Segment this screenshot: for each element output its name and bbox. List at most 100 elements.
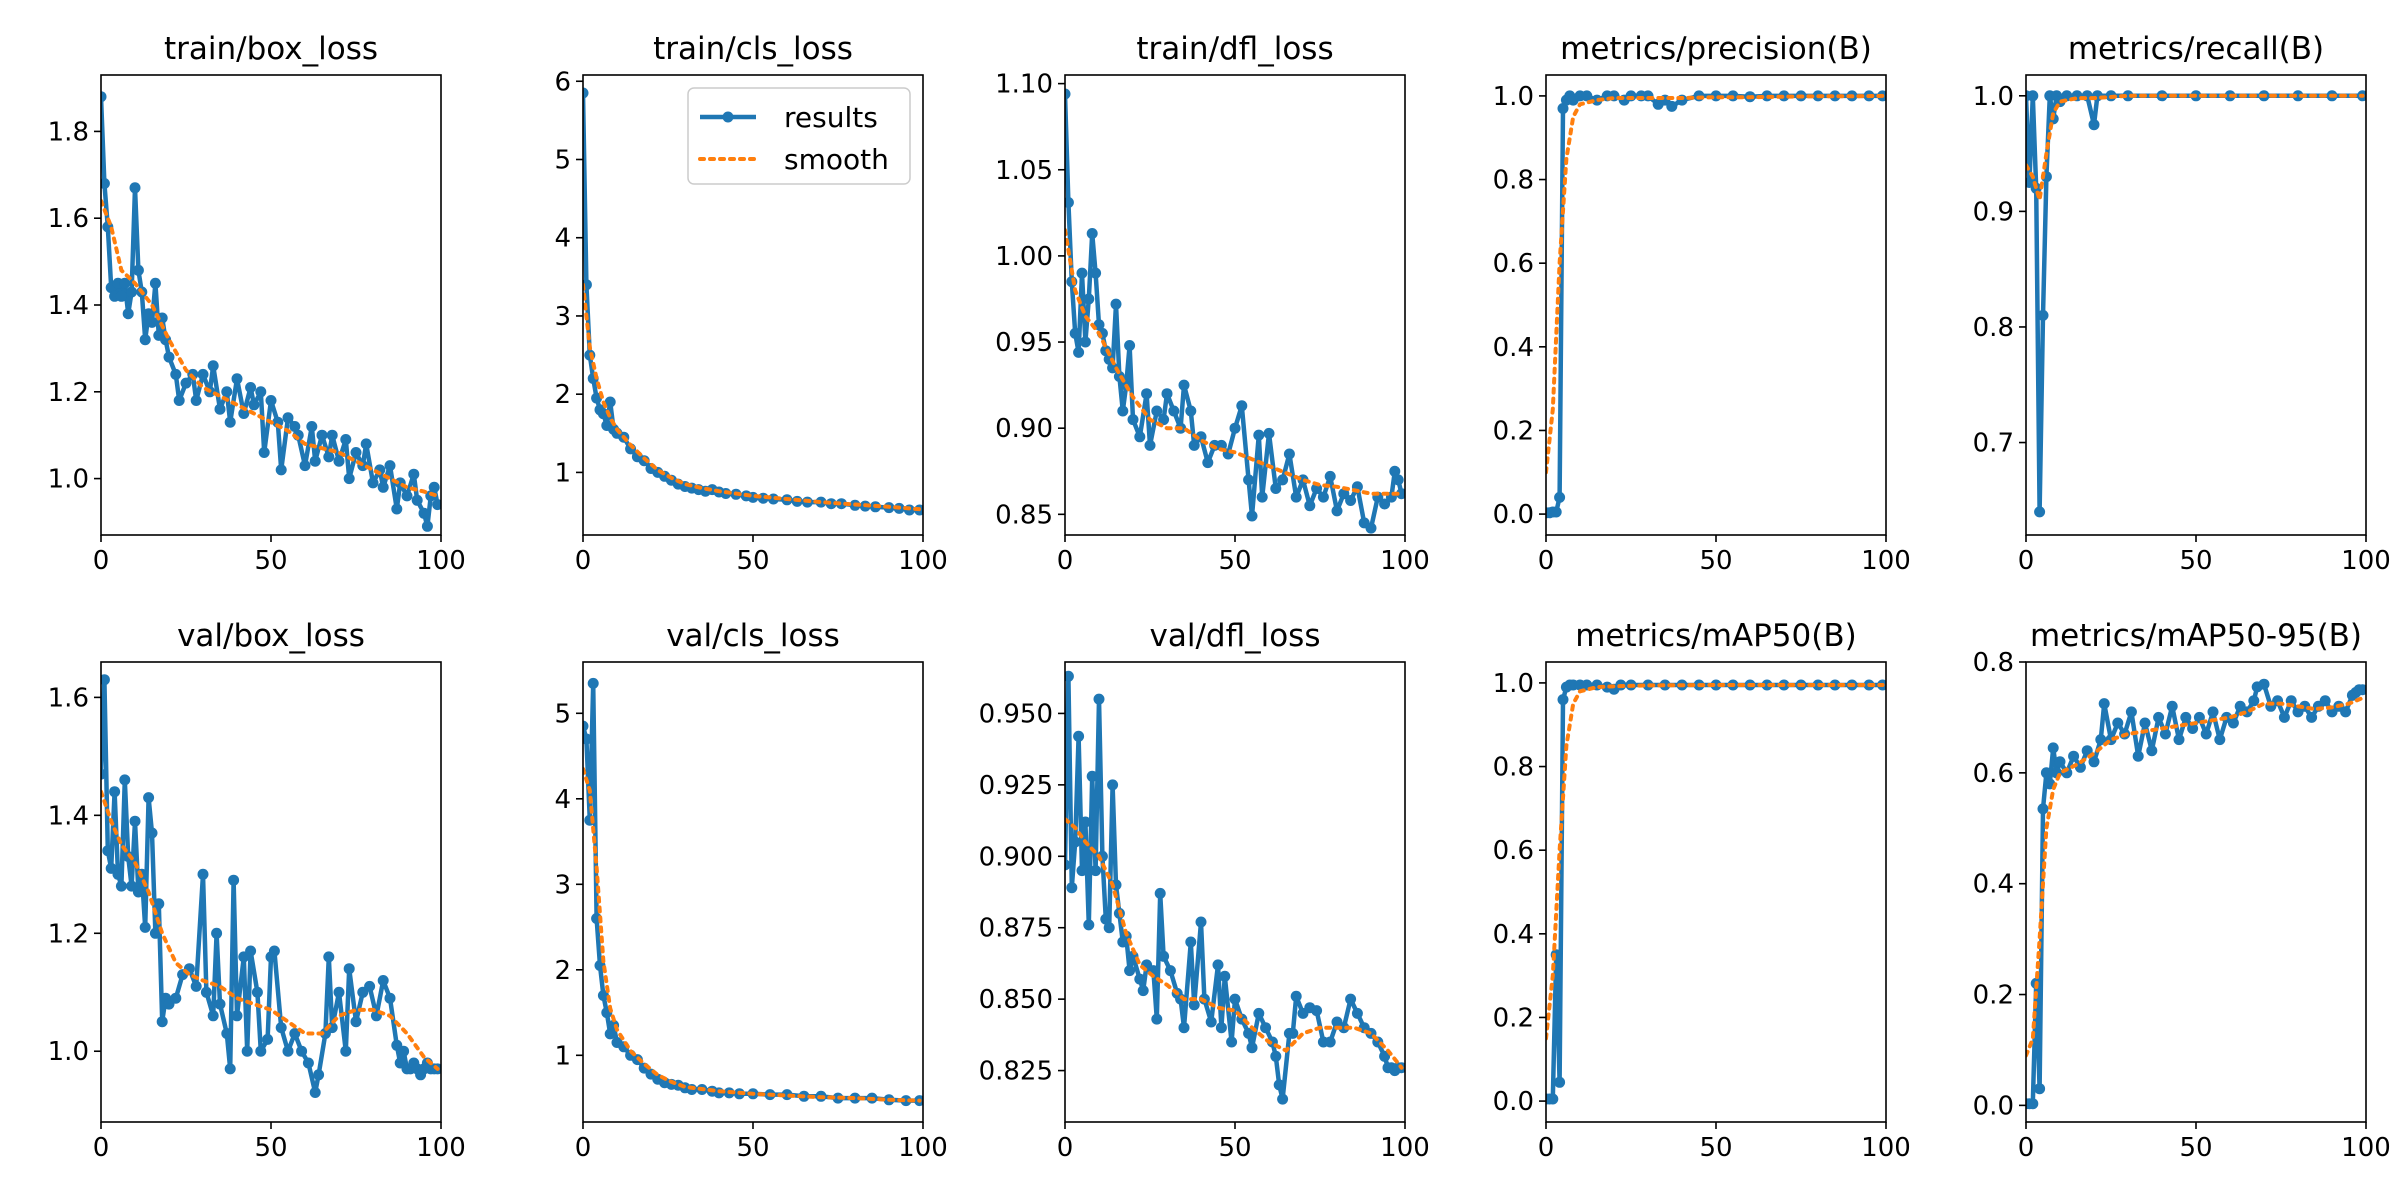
results-point bbox=[2047, 742, 2059, 754]
results-point bbox=[1168, 405, 1180, 417]
x-tick-label: 100 bbox=[898, 1133, 948, 1163]
series-group bbox=[101, 91, 441, 532]
results-point bbox=[211, 927, 223, 939]
x-tick-label: 100 bbox=[1380, 1133, 1430, 1163]
results-point bbox=[156, 312, 168, 324]
x-tick-label: 50 bbox=[254, 546, 287, 576]
results-point bbox=[1195, 916, 1207, 928]
y-tick-label: 1.10 bbox=[995, 70, 1053, 100]
results-point bbox=[1093, 693, 1105, 705]
results-point bbox=[163, 351, 175, 363]
smooth-line bbox=[583, 282, 922, 512]
results-point bbox=[1178, 379, 1190, 391]
results-point bbox=[1345, 495, 1357, 506]
axes-frame bbox=[1545, 661, 1887, 1123]
results-point bbox=[2027, 90, 2039, 102]
results-point bbox=[2207, 706, 2219, 718]
results-point bbox=[340, 434, 352, 445]
y-tick-label: 0.8 bbox=[1493, 753, 1534, 783]
results-point bbox=[228, 874, 240, 886]
series-group bbox=[2026, 90, 2366, 518]
y-tick-label: 1.2 bbox=[48, 378, 89, 408]
smooth-line bbox=[101, 789, 440, 1071]
y-tick-label: 0.9 bbox=[1973, 197, 2014, 227]
results-point bbox=[289, 1028, 301, 1039]
results-point bbox=[101, 674, 110, 686]
results-point bbox=[360, 438, 372, 450]
results-point bbox=[1550, 506, 1562, 518]
results-point bbox=[323, 951, 335, 963]
results-point bbox=[2088, 119, 2100, 131]
y-tick-label: 0.4 bbox=[1493, 920, 1534, 950]
results-point bbox=[2098, 698, 2110, 710]
results-point bbox=[1710, 679, 1722, 691]
subplot-title: val/box_loss bbox=[177, 618, 365, 654]
results-point bbox=[2214, 734, 2226, 746]
results-point bbox=[1338, 488, 1350, 500]
series-group bbox=[101, 674, 441, 1098]
y-tick-label: 0.0 bbox=[1973, 1091, 2014, 1121]
y-tick-label: 0.850 bbox=[979, 985, 1053, 1015]
results-point bbox=[2187, 723, 2199, 734]
results-point bbox=[309, 455, 321, 467]
y-tick-label: 3 bbox=[554, 870, 571, 900]
y-tick-label: 5 bbox=[554, 699, 571, 729]
results-point bbox=[1124, 965, 1136, 977]
results-point bbox=[156, 1016, 168, 1028]
results-point bbox=[1212, 959, 1224, 971]
x-tick-label: 0 bbox=[1538, 1133, 1555, 1163]
results-point bbox=[1829, 90, 1841, 102]
y-tick-label: 1.6 bbox=[48, 204, 89, 234]
results-point bbox=[1137, 985, 1149, 997]
smooth-line bbox=[101, 198, 440, 498]
results-point bbox=[1287, 1027, 1299, 1039]
results-point bbox=[1107, 779, 1119, 791]
results-point bbox=[1260, 1022, 1272, 1034]
results-point bbox=[1178, 1022, 1190, 1034]
y-tick-label: 6 bbox=[554, 67, 571, 97]
results-point bbox=[587, 677, 599, 689]
y-tick-label: 2 bbox=[554, 956, 571, 986]
results-point bbox=[1215, 1022, 1227, 1034]
y-tick-label: 0.8 bbox=[1973, 313, 2014, 343]
results-point bbox=[1110, 298, 1122, 310]
results-point bbox=[1256, 491, 1268, 503]
results-line bbox=[1546, 93, 1883, 516]
subplot-metrics-precision-b: metrics/precision(B) 0 50 100 0.0 0.2 0.4 0.6 0.… bbox=[1493, 31, 1911, 576]
results-point bbox=[384, 992, 396, 1004]
results-point bbox=[248, 399, 260, 411]
results-point bbox=[900, 1095, 912, 1107]
results-point bbox=[1117, 405, 1129, 417]
results-point bbox=[1069, 836, 1081, 848]
subplot-title: metrics/mAP50(B) bbox=[1575, 618, 1856, 654]
results-point bbox=[122, 308, 134, 320]
results-point bbox=[2037, 309, 2049, 321]
results-point bbox=[1263, 427, 1275, 439]
results-point bbox=[401, 490, 413, 502]
results-point bbox=[1158, 414, 1170, 426]
x-tick-label: 50 bbox=[1218, 546, 1251, 576]
results-point bbox=[1761, 679, 1773, 691]
y-tick-label: 0.875 bbox=[979, 914, 1053, 944]
results-point bbox=[1185, 936, 1197, 948]
y-tick-label: 0.900 bbox=[979, 842, 1053, 872]
results-point bbox=[604, 1028, 616, 1040]
results-point bbox=[1154, 887, 1166, 899]
results-point bbox=[245, 382, 257, 393]
smooth-line bbox=[1065, 817, 1404, 1070]
results-point bbox=[1277, 474, 1289, 486]
results-point bbox=[190, 980, 202, 992]
results-point bbox=[1396, 488, 1405, 500]
results-line bbox=[101, 677, 438, 1095]
results-point bbox=[2319, 695, 2331, 707]
smooth-line bbox=[2026, 93, 2365, 201]
y-tick-label: 0.85 bbox=[995, 500, 1053, 530]
results-point bbox=[1086, 770, 1098, 782]
subplot-metrics-map50-95-b: metrics/mAP50-95(B) 0 50 100 0.0 0.2 0.4 0.6 0.8 bbox=[1973, 618, 2391, 1163]
results-point bbox=[2180, 711, 2192, 723]
results-point bbox=[1144, 439, 1156, 451]
results-point bbox=[2153, 711, 2165, 723]
results-point bbox=[275, 1022, 287, 1034]
results-point bbox=[115, 880, 127, 892]
results-point bbox=[604, 396, 616, 408]
